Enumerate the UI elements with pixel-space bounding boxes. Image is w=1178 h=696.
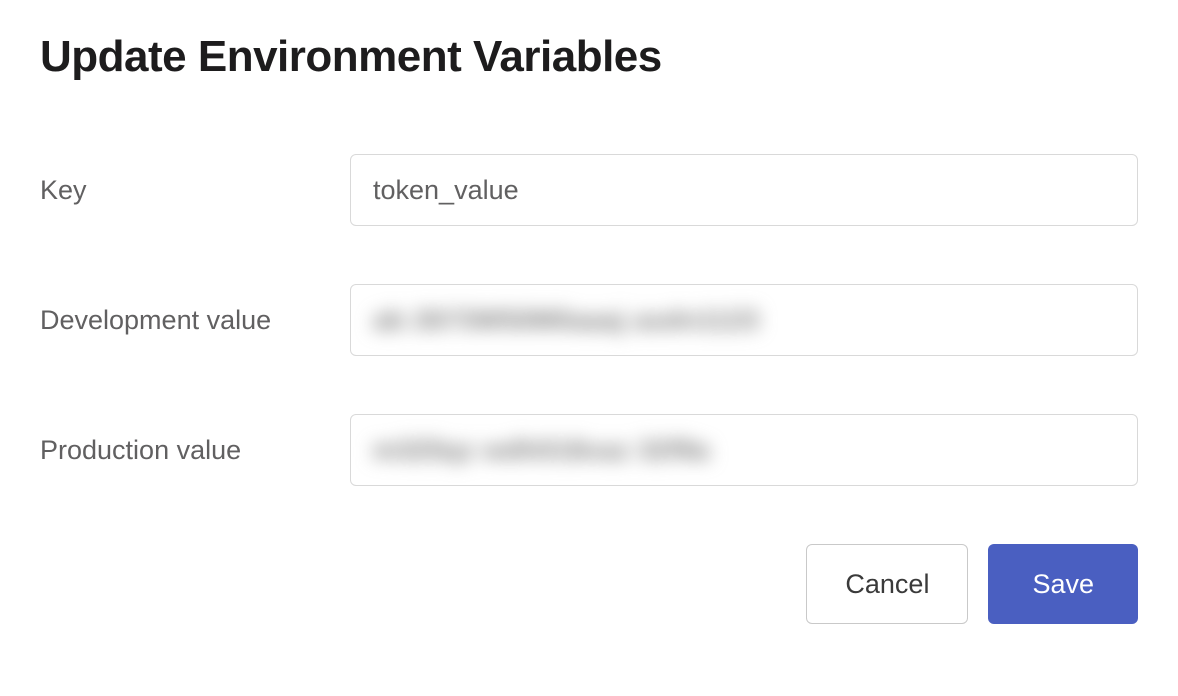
development-blurred-text: ab 2673W50M0aaaj asdn1123 <box>373 305 759 336</box>
key-label: Key <box>40 175 350 206</box>
production-value-input[interactable]: m325qz wdh018xaz 32f9a <box>350 414 1138 486</box>
save-button[interactable]: Save <box>988 544 1138 624</box>
form-row-production: Production value m325qz wdh018xaz 32f9a <box>40 414 1138 486</box>
production-blurred-text: m325qz wdh018xaz 32f9a <box>373 435 710 466</box>
development-value-input[interactable]: ab 2673W50M0aaaj asdn1123 <box>350 284 1138 356</box>
key-input[interactable] <box>350 154 1138 226</box>
form-row-development: Development value ab 2673W50M0aaaj asdn1… <box>40 284 1138 356</box>
page-title: Update Environment Variables <box>40 32 1138 82</box>
production-label: Production value <box>40 435 350 466</box>
button-row: Cancel Save <box>40 544 1138 624</box>
development-label: Development value <box>40 305 350 336</box>
cancel-button[interactable]: Cancel <box>806 544 968 624</box>
form-row-key: Key <box>40 154 1138 226</box>
